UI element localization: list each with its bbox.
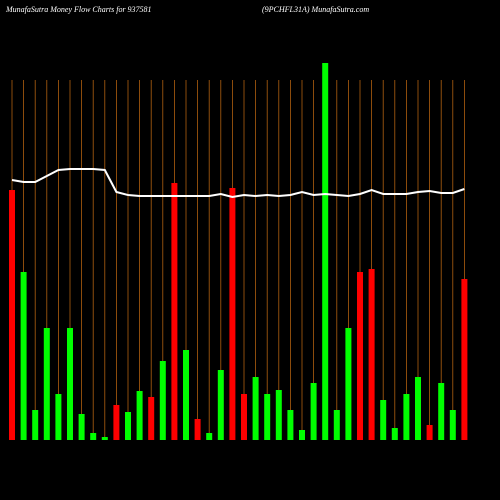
bar xyxy=(252,377,259,440)
bar xyxy=(67,328,73,440)
bar xyxy=(78,414,85,440)
bar xyxy=(171,183,178,440)
bar xyxy=(426,425,433,440)
chart-subtitle: (9PCHFL31A) MunafaSutra.com xyxy=(262,5,369,14)
bar xyxy=(20,272,27,440)
bar xyxy=(241,394,247,440)
bar xyxy=(32,410,39,440)
bar xyxy=(148,397,155,440)
bar xyxy=(391,428,398,440)
bar xyxy=(55,394,62,440)
bar xyxy=(380,400,387,440)
bar xyxy=(287,410,294,440)
bar xyxy=(275,390,282,440)
money-flow-line xyxy=(11,168,465,199)
bar xyxy=(113,405,120,440)
bar xyxy=(194,419,201,440)
chart-title: MunafaSutra Money Flow Charts for 937581 xyxy=(5,5,152,14)
bar xyxy=(9,190,15,440)
bar xyxy=(217,370,224,440)
bar xyxy=(449,410,456,440)
bar xyxy=(125,412,131,440)
bar xyxy=(299,430,305,440)
bar xyxy=(461,279,468,440)
bar xyxy=(206,433,213,440)
bar xyxy=(310,383,317,440)
bar xyxy=(357,272,363,440)
bar xyxy=(136,391,143,440)
bar xyxy=(368,269,375,440)
bar xyxy=(43,328,50,440)
bar xyxy=(90,433,97,440)
bar xyxy=(438,383,445,440)
bar xyxy=(101,437,108,440)
bar xyxy=(403,394,410,440)
bar xyxy=(229,188,236,440)
bar xyxy=(415,377,421,440)
bar xyxy=(183,350,189,440)
bar xyxy=(322,63,329,440)
bar xyxy=(264,394,271,440)
bar xyxy=(333,410,340,440)
bar xyxy=(345,328,352,440)
bar xyxy=(159,361,166,440)
